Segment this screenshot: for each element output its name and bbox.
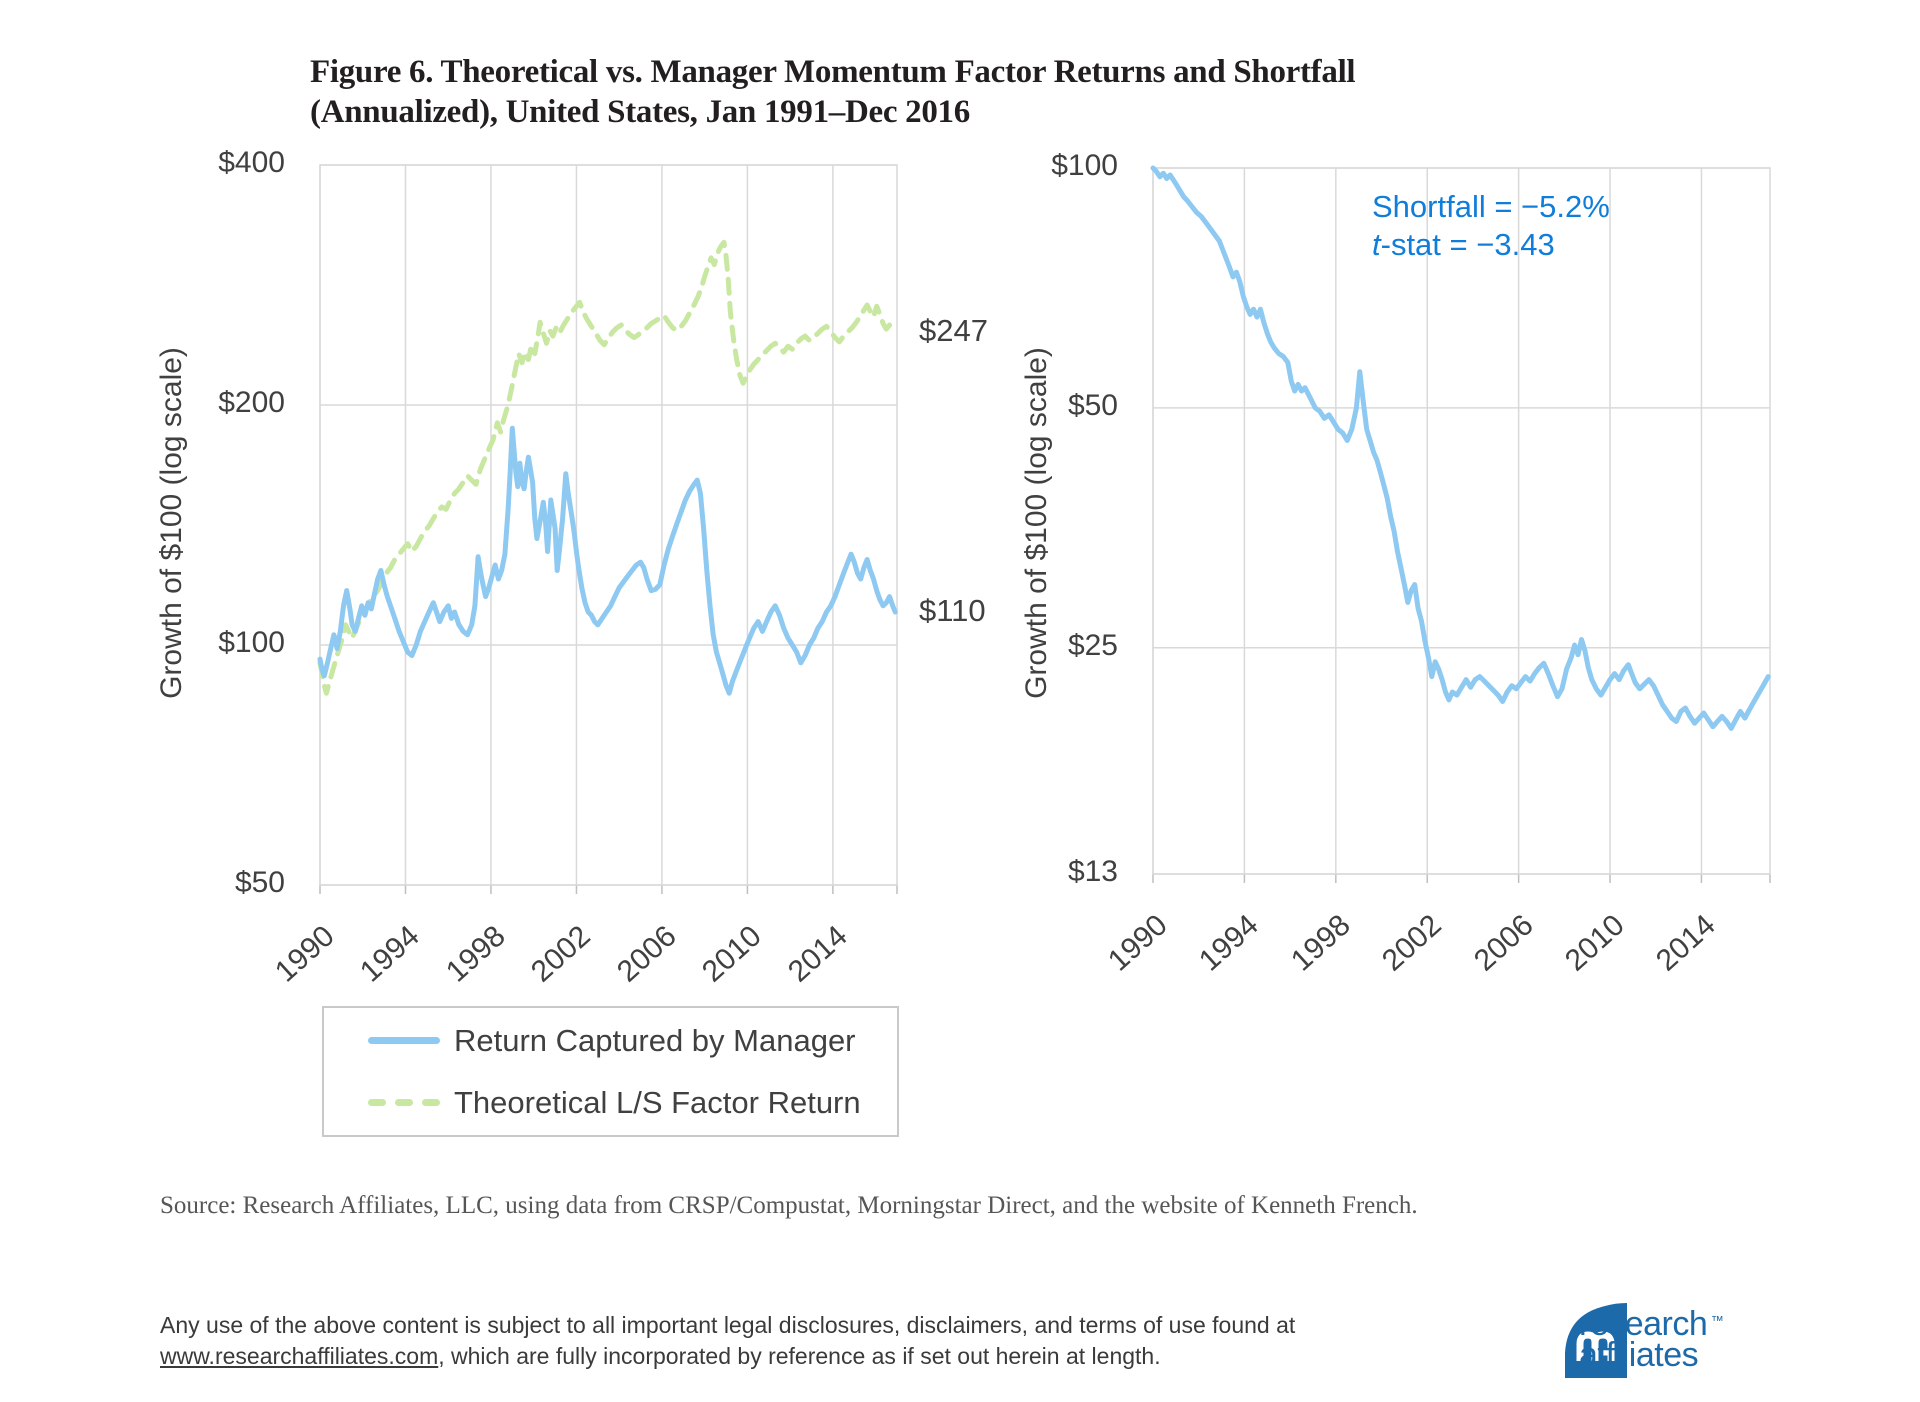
right-y-tick-label: $100 <box>1051 149 1118 182</box>
left-x-tick-label: 2014 <box>781 919 854 989</box>
left-plot-border <box>319 164 898 886</box>
right-x-tick-label: 1990 <box>1102 908 1174 978</box>
research-affiliates-logo: research ™ affiliates <box>1565 1303 1724 1378</box>
manager-line-swatch <box>368 1037 440 1044</box>
right-x-tick-label: 2010 <box>1559 908 1631 978</box>
left-y-tick-label: $50 <box>234 866 285 899</box>
left-x-tick-label: 2010 <box>696 919 769 989</box>
shortfall-annotation: Shortfall = −5.2% t-stat = −3.43 <box>1372 188 1610 264</box>
right-y-tick-label: $50 <box>1067 388 1118 422</box>
right-x-tick-label: 1998 <box>1284 908 1357 978</box>
left-x-tick-label: 2006 <box>610 919 683 989</box>
legend-label-theoretical: Theoretical L/S Factor Return <box>454 1084 861 1120</box>
left-x-tick-label: 1998 <box>439 919 512 989</box>
right-y-tick-label: $13 <box>1067 855 1118 888</box>
left-series-line <box>317 239 898 696</box>
left-y-tick-label: $100 <box>218 626 285 659</box>
legend-item-manager: Return Captured by Manager <box>324 1010 897 1072</box>
legal-footer-line1: Any use of the above content is subject … <box>160 1312 1296 1338</box>
trademark-symbol: ™ <box>1710 1313 1724 1328</box>
tstat-value: t-stat = −3.43 <box>1372 227 1555 262</box>
logo-word-research: research ™ <box>1579 1305 1724 1343</box>
figure-title-line2: (Annualized), United States, Jan 1991–De… <box>310 94 970 130</box>
right-series-line <box>1150 165 1771 731</box>
right-x-tick-label: 2006 <box>1467 908 1540 978</box>
left-x-tick-label: 1994 <box>354 919 427 989</box>
legal-footer-line2: www.researchaffiliates.com, which are fu… <box>160 1343 1161 1369</box>
left-y-tick-label: $400 <box>218 146 285 179</box>
researchaffiliates-link[interactable]: www.researchaffiliates.com <box>160 1343 439 1369</box>
legend-label-manager: Return Captured by Manager <box>454 1022 856 1058</box>
left-x-tick-label: 1990 <box>269 919 341 989</box>
tstat-t: t <box>1372 227 1381 262</box>
left-end-label: $247 <box>919 312 988 348</box>
theoretical-line-swatch <box>368 1099 440 1106</box>
figure-title: Figure 6. Theoretical vs. Manager Moment… <box>310 52 1510 132</box>
legend-box: Return Captured by Manager Theoretical L… <box>322 1006 899 1137</box>
logo-sail-icon <box>1565 1303 1627 1378</box>
logo-wordmark: research ™ affiliates <box>1579 1305 1724 1374</box>
shortfall-value: Shortfall = −5.2% <box>1372 189 1610 224</box>
left-series-line <box>317 425 898 696</box>
right-plot-border <box>1152 167 1771 875</box>
left-y-tick-label: $200 <box>218 386 285 419</box>
logo-word-affiliates: affiliates <box>1579 1336 1699 1374</box>
figure-title-line1: Figure 6. Theoretical vs. Manager Moment… <box>310 54 1356 90</box>
legend-item-theoretical: Theoretical L/S Factor Return <box>324 1072 897 1134</box>
left-x-tick-label: 2002 <box>525 919 598 989</box>
left-end-label: $110 <box>919 592 986 628</box>
right-x-tick-label: 1994 <box>1193 908 1266 978</box>
right-x-tick-label: 2014 <box>1650 908 1723 978</box>
right-x-tick-label: 2002 <box>1376 908 1448 978</box>
source-note: Source: Research Affiliates, LLC, using … <box>160 1192 1418 1219</box>
right-y-tick-label: $25 <box>1067 628 1118 662</box>
legal-footer: Any use of the above content is subject … <box>160 1310 1295 1372</box>
